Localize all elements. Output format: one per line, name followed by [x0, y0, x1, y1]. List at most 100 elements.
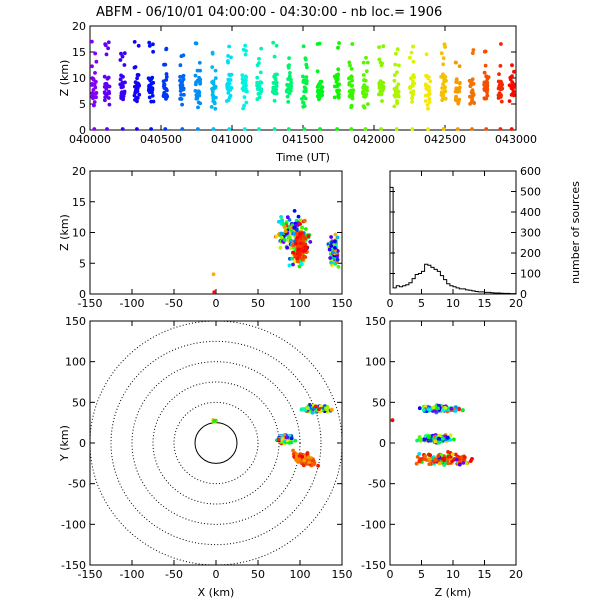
x-y-ring-solid [194, 422, 238, 464]
x-y-ytick-5: 100 [65, 356, 86, 369]
time-height-point [320, 93, 324, 98]
time-height-point [92, 100, 97, 104]
x-y-point [306, 455, 311, 460]
time-height-point [336, 67, 341, 72]
time-height-point [318, 89, 323, 94]
time-height-point [317, 96, 322, 101]
time-height-point [286, 77, 290, 81]
time-height-point [226, 81, 231, 85]
time-height-point [105, 127, 109, 131]
time-height-point [240, 73, 245, 78]
x-z-ytick-4: 20 [72, 165, 86, 178]
x-z-xtick-1: -100 [120, 297, 145, 310]
time-height-point [241, 47, 246, 52]
time-height-point [425, 103, 430, 107]
x-y-ring [110, 340, 322, 546]
time-height-point [122, 51, 127, 56]
x-y-point [307, 460, 311, 465]
time-height-point [259, 89, 264, 93]
time-height-point [364, 55, 368, 60]
x-z-point [300, 225, 304, 230]
x-z-point [211, 272, 216, 277]
time-height-point [198, 77, 203, 82]
x-z-point [333, 232, 338, 237]
time-height-point [427, 96, 432, 101]
time-height-point [165, 88, 169, 93]
x-z-axes: -150 -100 -50 0 50 100 150 0 5 10 15 20 Z (km) [58, 165, 353, 310]
z-y-frame [389, 320, 517, 566]
z-y-point [443, 406, 448, 410]
time-height-point [497, 85, 501, 90]
x-y-ytick-0: -150 [61, 559, 86, 572]
time-height-point [427, 88, 432, 93]
x-y-point [302, 458, 307, 463]
x-y-ylabel: Y (km) [58, 425, 71, 462]
time-height-point [103, 98, 107, 103]
time-height-point [209, 105, 214, 109]
time-height-point [397, 63, 401, 68]
time-height-point [318, 127, 322, 131]
z-histogram-xtick-2: 10 [446, 297, 460, 310]
x-z-point [294, 242, 298, 246]
x-z-xtick-6: 150 [332, 297, 353, 310]
x-y-point [312, 461, 317, 466]
z-y-point [464, 461, 469, 466]
time-height-point [196, 127, 200, 131]
time-height-point [347, 76, 351, 81]
time-height-xtick-4: 042000 [353, 133, 395, 146]
time-height-point [228, 93, 233, 98]
time-height-point [137, 92, 142, 97]
time-height-point [289, 80, 294, 85]
time-height-point [213, 68, 218, 73]
z-y-point [442, 458, 446, 463]
time-height-point [380, 61, 384, 66]
time-height-point [484, 127, 489, 131]
time-height-point [135, 96, 140, 100]
time-height-point [396, 94, 401, 99]
x-y-axes: -150 -100 -50 0 50 100 150 -150 -100 -50 0 50 100 150… [58, 315, 353, 599]
time-height-point [426, 106, 430, 111]
time-height-point [443, 85, 447, 90]
time-height-point [510, 63, 514, 68]
x-z-point [298, 252, 302, 257]
time-height-point [178, 78, 182, 83]
x-z-point [296, 214, 301, 219]
time-height-point [181, 87, 185, 92]
time-height-point [121, 74, 125, 79]
time-height-point [362, 78, 366, 82]
time-height-point [135, 85, 140, 89]
time-height-point [469, 83, 473, 87]
time-height-point [181, 53, 186, 58]
time-height-point [394, 127, 399, 131]
x-z-point [333, 246, 337, 250]
x-z-xtick-0: -150 [78, 297, 103, 310]
time-height-point [256, 92, 261, 96]
time-height-point [411, 75, 416, 79]
time-height-point [226, 91, 231, 95]
time-height-point [349, 127, 354, 131]
time-height-point [213, 76, 218, 80]
time-height-xtick-3: 041500 [282, 133, 324, 146]
time-height-point [441, 127, 446, 131]
x-z-point [298, 244, 303, 249]
z-histogram-ytick-3: 300 [520, 227, 541, 240]
z-y-point [446, 461, 451, 466]
time-height-point [120, 127, 125, 131]
x-z-point [335, 257, 340, 262]
time-height-point [103, 42, 108, 47]
x-z-xtick-3: 0 [213, 297, 220, 310]
x-y-point [311, 458, 316, 463]
time-height-point [499, 81, 504, 86]
time-height-point [180, 84, 184, 89]
z-histogram-ytick-5: 500 [520, 186, 541, 199]
z-y-point [427, 462, 432, 466]
z-y-point [433, 439, 438, 444]
x-y-ytick-3: 0 [79, 437, 86, 450]
time-height-point [289, 85, 293, 90]
time-height-point [380, 99, 384, 103]
time-height-point [379, 127, 383, 131]
time-height-point [149, 88, 154, 93]
time-height-point [485, 80, 490, 85]
time-height-point [92, 83, 97, 87]
x-z-ylabel: Z (km) [58, 214, 71, 251]
